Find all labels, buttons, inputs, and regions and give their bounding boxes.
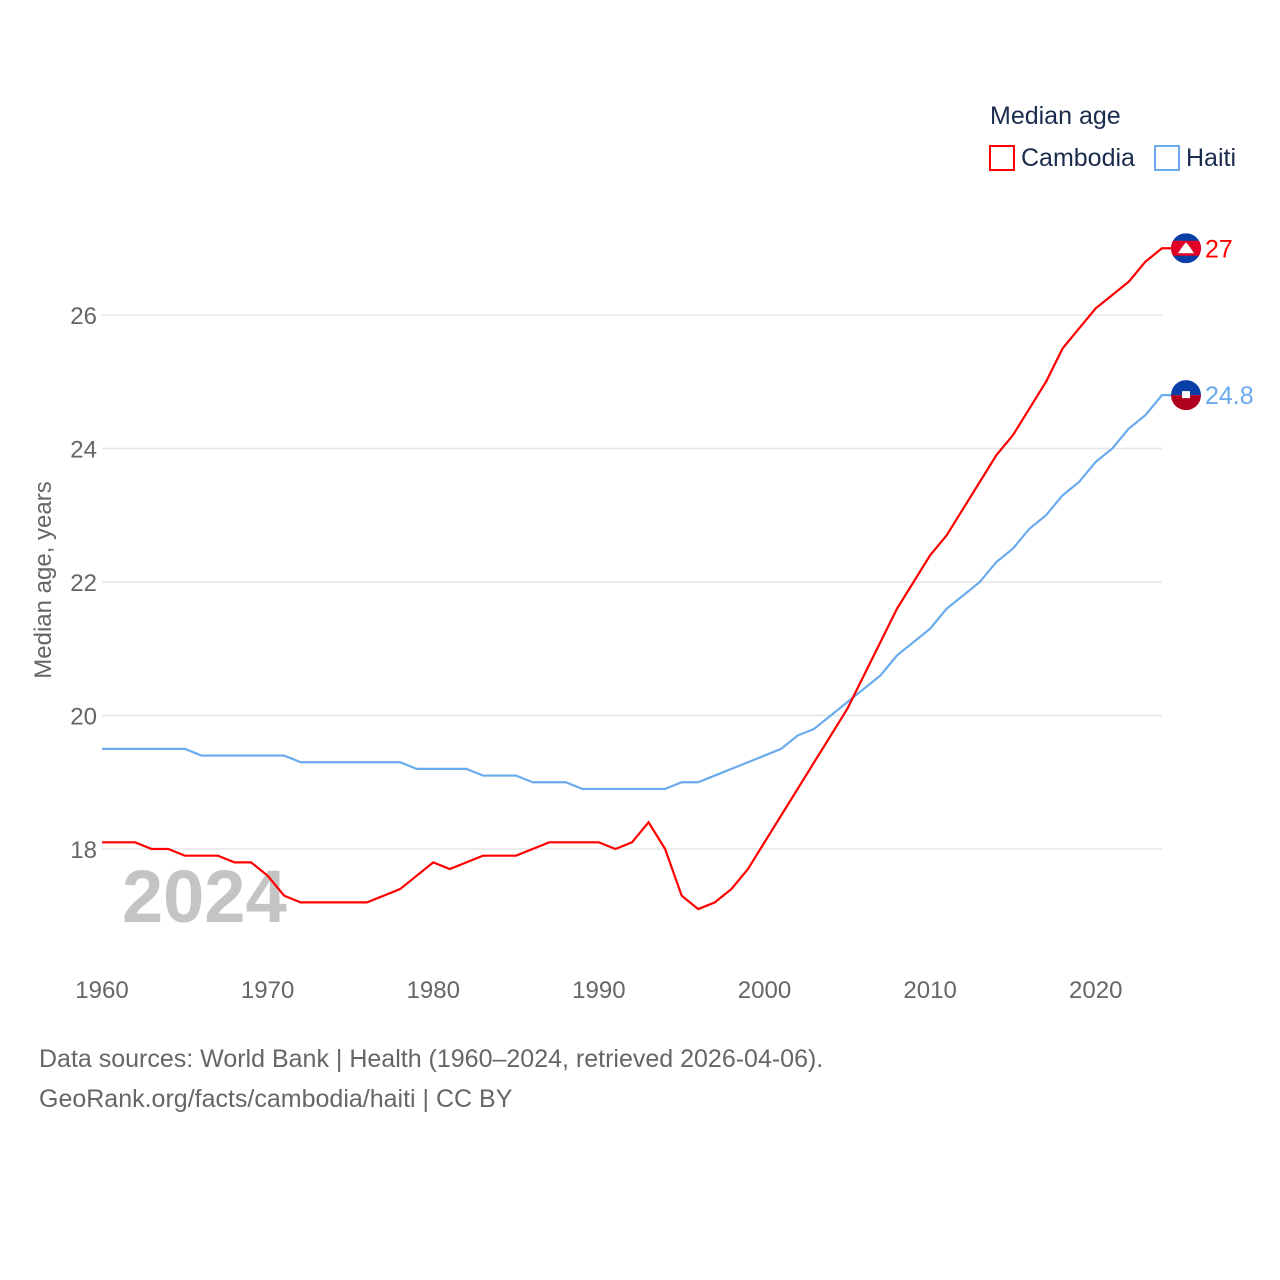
legend-swatch-haiti (1154, 145, 1180, 171)
credit-link[interactable]: GeoRank.org/facts/cambodia/haiti | CC BY (39, 1085, 513, 1113)
data-sources: Data sources: World Bank | Health (1960–… (39, 1045, 824, 1073)
haiti-flag-icon (1171, 380, 1201, 411)
x-tick-label: 1980 (407, 977, 460, 1004)
y-tick-label: 26 (70, 303, 97, 330)
x-tick-label: 2000 (738, 977, 791, 1004)
y-axis-label: Median age, years (30, 481, 57, 678)
end-label-haiti: 24.8 (1205, 382, 1254, 410)
x-tick-label: 1970 (241, 977, 294, 1004)
end-label-cambodia: 27 (1205, 235, 1233, 263)
legend-label-cambodia: Cambodia (1021, 144, 1135, 172)
year-watermark: 2024 (122, 855, 287, 938)
x-tick-label: 2010 (903, 977, 956, 1004)
legend-label-haiti: Haiti (1186, 144, 1236, 172)
cambodia-flag-icon (1171, 233, 1201, 264)
x-tick-label: 2020 (1069, 977, 1122, 1004)
x-tick-label: 1990 (572, 977, 625, 1004)
legend-swatch-cambodia (989, 145, 1015, 171)
y-tick-label: 22 (70, 570, 97, 597)
series-line-cambodia (102, 247, 1172, 911)
series-line-haiti (102, 394, 1172, 791)
legend-title: Median age (990, 102, 1121, 130)
y-tick-label: 18 (70, 837, 97, 864)
x-tick-label: 1960 (75, 977, 128, 1004)
y-tick-label: 20 (70, 704, 97, 731)
y-tick-label: 24 (70, 437, 97, 464)
